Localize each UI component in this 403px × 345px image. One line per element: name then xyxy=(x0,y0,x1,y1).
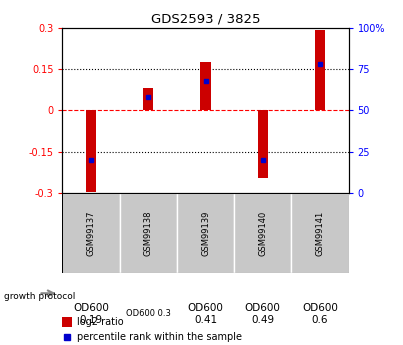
Text: GSM99137: GSM99137 xyxy=(87,210,96,256)
Bar xyxy=(258,110,268,178)
Text: OD600
0.19: OD600 0.19 xyxy=(73,303,109,325)
Text: GSM99139: GSM99139 xyxy=(201,210,210,256)
Bar xyxy=(143,88,154,110)
Bar xyxy=(234,193,291,273)
Text: percentile rank within the sample: percentile rank within the sample xyxy=(77,333,242,342)
Text: OD600
0.41: OD600 0.41 xyxy=(187,303,224,325)
Text: GSM99141: GSM99141 xyxy=(316,210,324,256)
Bar xyxy=(200,62,211,110)
Text: OD600
0.6: OD600 0.6 xyxy=(302,303,338,325)
Text: GSM99140: GSM99140 xyxy=(258,210,267,256)
Title: GDS2593 / 3825: GDS2593 / 3825 xyxy=(151,12,260,25)
Bar xyxy=(120,193,177,273)
Bar xyxy=(86,110,96,192)
Bar xyxy=(62,317,73,327)
Bar xyxy=(315,30,325,110)
Text: OD600
0.49: OD600 0.49 xyxy=(245,303,281,325)
Bar xyxy=(177,193,234,273)
Text: GSM99138: GSM99138 xyxy=(144,210,153,256)
Text: OD600 0.3: OD600 0.3 xyxy=(126,309,171,318)
Bar xyxy=(62,193,120,273)
Bar xyxy=(291,193,349,273)
Text: growth protocol: growth protocol xyxy=(4,292,75,301)
Text: log2 ratio: log2 ratio xyxy=(77,317,123,327)
